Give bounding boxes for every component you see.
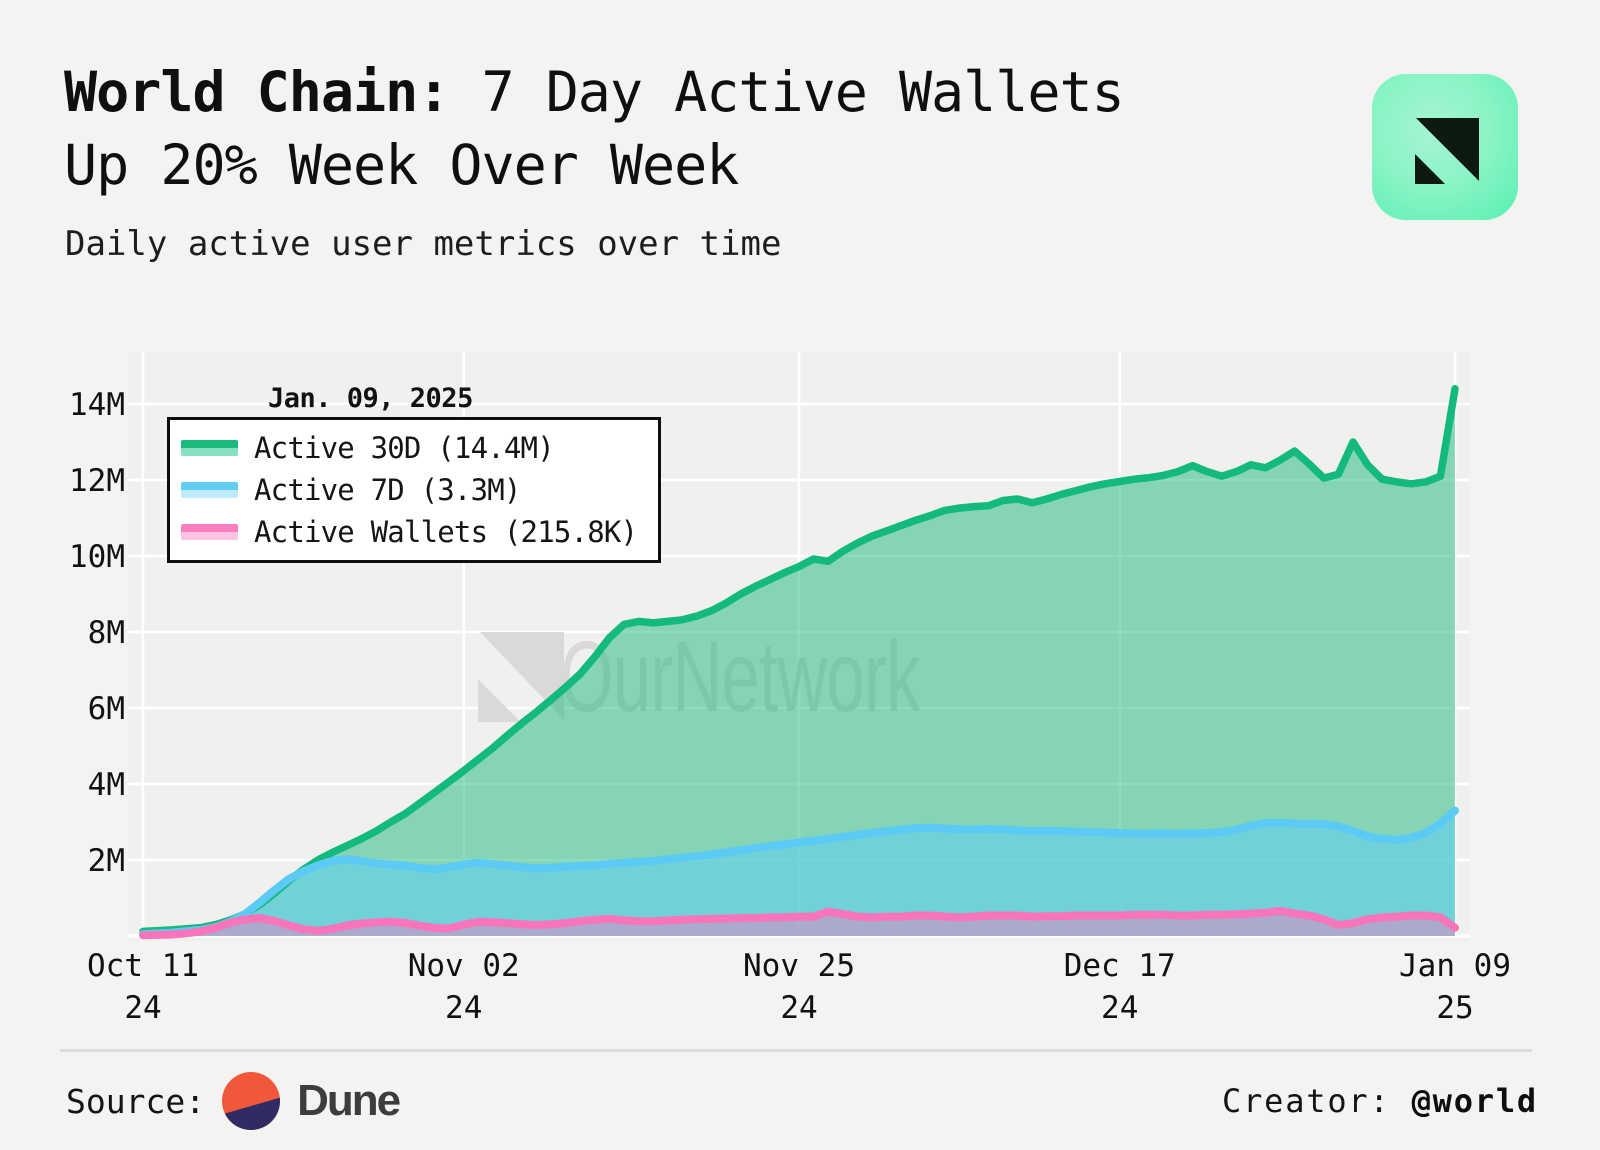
- page-title: World Chain: 7 Day Active Wallets Up 20%…: [64, 56, 1125, 202]
- x-tick-year-label: 25: [1436, 990, 1473, 1026]
- y-tick-label: 8M: [88, 615, 125, 651]
- series-line-active-7d: [139, 806, 1459, 939]
- x-tick-year-label: 24: [1101, 990, 1138, 1026]
- tooltip-date: Jan. 09, 2025: [268, 383, 473, 414]
- y-tick-label: 14M: [69, 387, 125, 423]
- axis-layer: 2M 4M 6M 8M 10M 12M 14M Oct 11 24 Nov 02 24 Nov 25 2…: [69, 387, 1511, 1026]
- y-tick-label: 4M: [88, 767, 125, 803]
- dune-logo-icon: [222, 1072, 281, 1130]
- y-tick-label: 12M: [69, 463, 125, 499]
- dune-wordmark: Dune: [297, 1076, 401, 1125]
- source-label: Source:: [66, 1081, 206, 1121]
- ournetwork-logo: [1372, 74, 1518, 220]
- x-tick-label: Dec 17: [1064, 948, 1176, 984]
- page-title-line2: Up 20% Week Over Week: [64, 133, 739, 197]
- page-title-bold: World Chain:: [64, 60, 450, 124]
- legend-swatch-active-wallets: [181, 524, 238, 540]
- x-tick-label: Nov 25: [743, 948, 855, 984]
- x-tick-label: Oct 11: [87, 948, 199, 984]
- series-line-active-wallets: [139, 906, 1459, 940]
- page-title-rest: 7 Day Active Wallets: [449, 60, 1124, 124]
- series-line-active-30d: [139, 385, 1459, 936]
- watermark-logo-icon-small: [478, 679, 521, 722]
- footer-creator: Creator: @world: [1222, 1072, 1538, 1130]
- watermark-logo-icon: [480, 632, 564, 720]
- ournetwork-logo-icon: [1415, 118, 1479, 184]
- series-layer: [139, 385, 1459, 940]
- x-tick-year-label: 24: [780, 990, 817, 1026]
- y-tick-label: 2M: [88, 843, 125, 879]
- y-tick-label: 10M: [69, 539, 125, 575]
- creator-handle: @world: [1411, 1082, 1538, 1120]
- legend-swatch-active-7d: [181, 482, 238, 498]
- legend-item-active-7d: Active 7D (3.3M): [181, 473, 658, 507]
- legend-label-active-wallets: Active Wallets (215.8K): [254, 515, 638, 549]
- series-area-active-7d: [143, 810, 1455, 936]
- legend-swatch-active-30d: [181, 440, 238, 456]
- series-area-active-30d: [143, 388, 1455, 936]
- page-subtitle: Daily active user metrics over time: [65, 224, 782, 264]
- x-tick-year-label: 24: [445, 990, 482, 1026]
- y-tick-label: 6M: [88, 691, 125, 727]
- legend-item-active-wallets: Active Wallets (215.8K): [181, 515, 658, 549]
- footer-divider: [60, 1049, 1532, 1052]
- footer-source: Source: Dune: [66, 1072, 401, 1130]
- legend: Active 30D (14.4M) Active 7D (3.3M) Acti…: [167, 417, 661, 563]
- legend-item-active-30d: Active 30D (14.4M): [181, 431, 658, 465]
- x-tick-label: Jan 09: [1399, 948, 1511, 984]
- x-tick-year-label: 24: [124, 990, 161, 1026]
- x-tick-label: Nov 02: [408, 948, 520, 984]
- creator-label: Creator:: [1222, 1082, 1412, 1120]
- legend-label-active-30d: Active 30D (14.4M): [254, 431, 555, 465]
- legend-label-active-7d: Active 7D (3.3M): [254, 473, 521, 507]
